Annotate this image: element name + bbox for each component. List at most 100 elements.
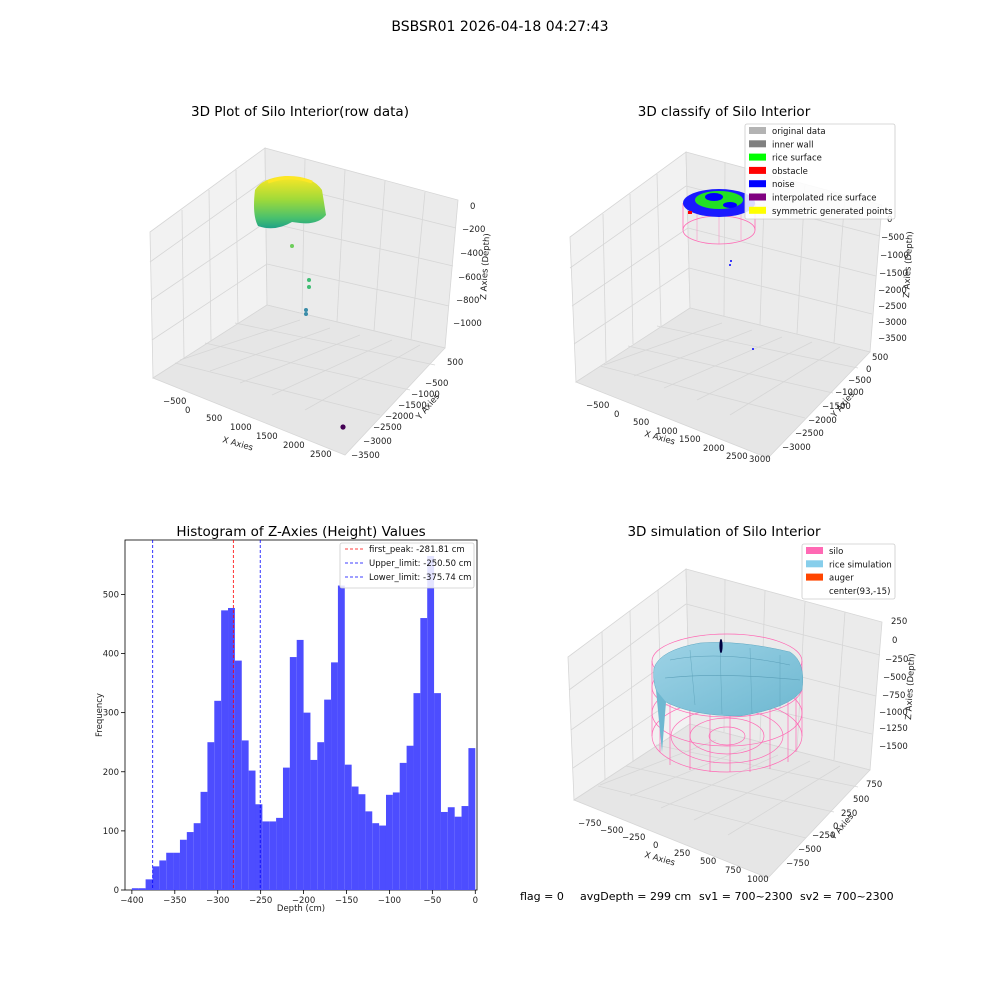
histogram-bar	[468, 748, 476, 890]
legend-entry: first_peak: -281.81 cm	[369, 545, 465, 555]
y-tick-label: 300	[103, 709, 119, 719]
legend-swatch	[749, 140, 766, 148]
classify-ytick: −1500	[822, 402, 851, 412]
legend-entry: Lower_limit: -375.74 cm	[369, 573, 471, 583]
legend-swatch	[806, 547, 823, 554]
histogram-bar	[351, 786, 359, 890]
simulation-xtick: 1000	[747, 875, 769, 885]
x-tick-label: −400	[120, 896, 143, 906]
classify-ztick: −1500	[879, 269, 908, 279]
histogram-bar	[337, 585, 345, 890]
histogram-bar	[399, 762, 407, 890]
simulation-ytick: −500	[798, 845, 821, 855]
raw-x-ticks: −500 0 500 1000 1500 2000 2500	[163, 397, 332, 460]
x-tick-label: −350	[163, 896, 186, 906]
raw-z-ticks: 0 −200 −400 −600 −800 −1000	[453, 202, 485, 329]
classify-x-ticks: −500 0 500 1000 1500 2000 2500 3000	[586, 401, 771, 465]
histogram-bar	[461, 806, 469, 890]
flag-text: flag = 0	[520, 890, 564, 903]
raw-ztick: −1000	[453, 319, 482, 329]
classify-zlabel: Z Axies (Depth)	[902, 231, 915, 298]
legend-swatch	[806, 560, 823, 568]
panel-classify-3d: 3D classify of Silo Interior	[569, 104, 915, 465]
raw-y-ticks: 500 −500 −1000 −1500 −2000 −2500 −3000 −…	[351, 358, 463, 461]
raw-ztick: −400	[460, 249, 483, 259]
histogram-bar	[152, 866, 160, 890]
raw-xtick: 2500	[310, 450, 332, 460]
status-footer: flag = 0 avgDepth = 299 cm sv1 = 700~230…	[520, 890, 894, 903]
raw-ytick: 500	[447, 358, 463, 368]
y-tick-label: 100	[103, 827, 119, 837]
histogram-bar	[303, 712, 311, 890]
simulation-xtick: −250	[622, 833, 645, 843]
simulation-zlabel: Z Axies (Depth)	[904, 653, 917, 720]
simulation-xtick: 750	[725, 866, 741, 876]
histogram-bar	[159, 860, 167, 890]
simulation-xtick: −500	[600, 826, 623, 836]
y-tick-label: 0	[114, 886, 119, 896]
histogram-bar	[434, 693, 441, 890]
classify-xtick: 2000	[703, 444, 725, 454]
classify-xtick: 1500	[679, 435, 701, 445]
x-tick-label: 0	[473, 896, 478, 906]
histogram-bar	[454, 816, 462, 890]
legend-swatch	[749, 153, 766, 161]
histogram-title: Histogram of Z-Axies (Height) Values	[176, 524, 425, 540]
panel-classify-title: 3D classify of Silo Interior	[638, 104, 811, 120]
raw-ytick: −1500	[398, 401, 427, 411]
histogram-bar	[324, 699, 332, 890]
raw-ytick: −1000	[411, 390, 440, 400]
legend-swatch	[749, 193, 766, 201]
simulation-xtick: 0	[653, 841, 658, 851]
histogram-bars	[131, 555, 476, 890]
simulation-axes-box	[567, 568, 883, 879]
histogram-bar	[365, 811, 373, 890]
histogram-bar	[344, 764, 352, 890]
classify-ztick: −3500	[878, 334, 907, 344]
histogram-bar	[241, 740, 249, 890]
histogram-bar	[296, 639, 304, 890]
simulation-ztick: 250	[891, 617, 907, 627]
simulation-xlabel: X Axies	[643, 850, 676, 868]
simulation-ytick: 500	[853, 795, 869, 805]
histogram-bar	[179, 839, 187, 890]
classify-ztick: −500	[881, 233, 904, 243]
histogram-y-ticks: 0 100 200 300 400 500	[103, 590, 125, 896]
legend-swatch	[749, 180, 766, 188]
simulation-ytick: −750	[786, 859, 809, 869]
simulation-ytick: 750	[866, 780, 882, 790]
avg-depth-text: avgDepth = 299 cm	[580, 890, 691, 903]
x-tick-label: −300	[206, 896, 229, 906]
panel-raw-title: 3D Plot of Silo Interior(row data)	[191, 104, 409, 120]
x-tick-label: −50	[423, 896, 441, 906]
simulation-ztick: −1250	[879, 724, 908, 734]
histogram-x-ticks: −400 −350 −300 −250 −200 −150 −100 −50 0	[120, 890, 478, 906]
legend-entry: auger	[829, 574, 854, 584]
classify-ztick: −2000	[878, 286, 907, 296]
raw-ztick: −200	[462, 225, 485, 235]
histogram-bar	[420, 618, 428, 890]
histogram-bar	[262, 821, 270, 890]
histogram-bar	[358, 794, 366, 890]
simulation-xtick: 500	[700, 857, 716, 867]
simulation-ztick: −250	[885, 655, 908, 665]
legend-entry: rice surface	[772, 154, 822, 164]
classify-y-ticks: 500 0 −500 −1000 −1500 −2000 −2500 −3000	[782, 353, 888, 453]
simulation-ztick: −500	[883, 673, 906, 683]
classify-ytick: 0	[866, 365, 871, 375]
panel-simulation-title: 3D simulation of Silo Interior	[627, 524, 821, 540]
legend-entry: silo	[829, 547, 843, 557]
classify-xtick: 1000	[656, 427, 678, 437]
raw-xtick: 1000	[230, 423, 252, 433]
classify-ytick: −3000	[782, 443, 811, 453]
histogram-bar	[289, 657, 297, 890]
simulation-y-ticks: 750 500 250 0 −250 −500 −750	[786, 780, 882, 869]
histogram-bar	[331, 662, 338, 890]
histogram-bar	[193, 823, 201, 890]
histogram-bar	[228, 607, 235, 890]
histogram-bar	[166, 852, 174, 890]
histogram-ylabel: Frequency	[95, 693, 105, 737]
histogram-bar	[200, 791, 208, 890]
histogram-bar	[406, 745, 414, 890]
raw-ztick: 0	[470, 202, 475, 212]
